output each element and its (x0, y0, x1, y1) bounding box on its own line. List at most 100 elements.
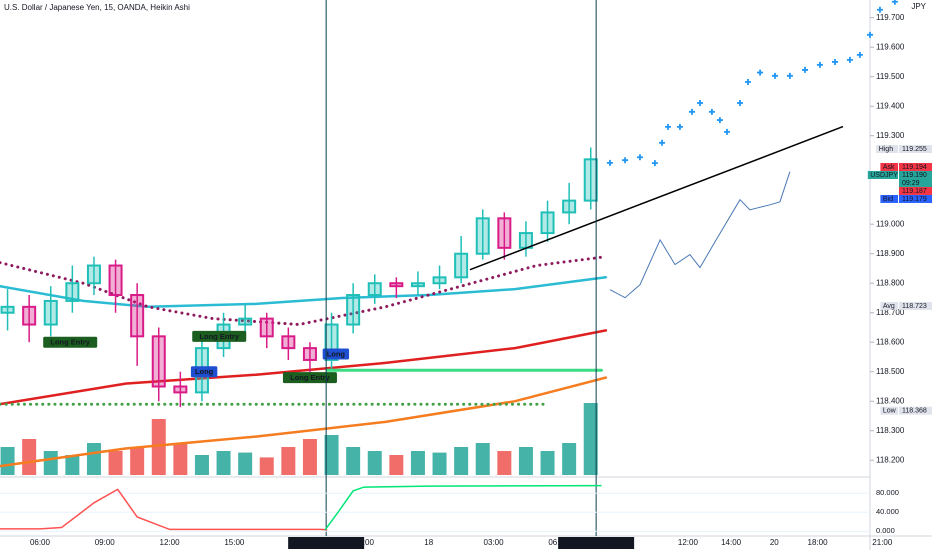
volume-bar (65, 455, 80, 475)
price-label-name-box (867, 170, 898, 179)
price-label-box (899, 301, 932, 310)
projection-point (856, 51, 863, 58)
annotation-label: Long Entry (199, 332, 239, 341)
volume-bar (583, 403, 598, 475)
price-label-value: 119.187 (902, 188, 927, 195)
volume-bar (216, 451, 231, 475)
x-tick-label: 03:00 (484, 538, 505, 547)
projection-point (816, 61, 823, 68)
candle-body (130, 294, 145, 338)
y-tick-label: 118.200 (876, 455, 905, 464)
volume-bar (151, 419, 166, 475)
osc-tick-label: 40.000 (876, 507, 899, 516)
price-label-name-box (880, 406, 898, 415)
projection-point (846, 56, 853, 63)
projection-point (757, 69, 764, 76)
x-tick-label: 12:00 (678, 538, 699, 547)
volume-bar (324, 435, 339, 475)
plot-area: Long Entry Long Entry Long Entry Long Long (0, 125, 844, 475)
annotation-box (282, 372, 337, 384)
projection-point (867, 31, 874, 38)
projection-point (891, 0, 898, 5)
volume-bar (389, 455, 404, 475)
candle-body (22, 305, 37, 326)
moving-average (0, 276, 608, 309)
projection-point (651, 160, 658, 167)
price-label-name: Avg (883, 303, 895, 310)
price-label-value: 118.368 (902, 408, 927, 415)
price-label-value: 118.723 (902, 303, 927, 310)
projection-point (606, 159, 613, 166)
volume-bar (518, 447, 533, 475)
volume-bar (432, 452, 447, 475)
currency-label: JPY (911, 2, 926, 11)
price-label-name-box (880, 301, 898, 310)
price-label-name-box (876, 144, 898, 153)
candle-body (0, 305, 15, 314)
volume-bar (108, 451, 123, 475)
x-tick-label: 15:00 (224, 538, 245, 547)
annotation-box (190, 366, 218, 378)
projection-point (676, 123, 683, 130)
price-label-name: Low (883, 408, 897, 415)
volume-bar (281, 447, 296, 475)
volume-bar (562, 443, 577, 475)
countdown-box (899, 178, 932, 187)
trend-line (469, 125, 844, 271)
y-tick-label: 118.300 (876, 426, 905, 435)
price-label-name: Bid (883, 196, 893, 203)
projection-point (786, 72, 793, 79)
candle-body (562, 199, 577, 214)
candle-body (151, 335, 166, 388)
candle-body (86, 264, 101, 285)
price-label-name-box (880, 194, 898, 203)
price-label-value: 119.194 (902, 164, 927, 171)
volume-bar (173, 443, 188, 475)
projection-point (665, 123, 672, 130)
annotation-box (322, 348, 350, 360)
price-label-value: 119.190 (902, 172, 927, 179)
volume-bar (238, 452, 253, 475)
candle-body (454, 252, 469, 279)
annotation-label: Long (195, 367, 214, 376)
candle-body (389, 282, 404, 288)
x-tick-label: 18:00 (808, 538, 829, 547)
price-label-box (899, 186, 932, 195)
candle-body (65, 282, 80, 302)
y-tick-label: 119.400 (876, 101, 905, 110)
y-tick-label: 119.600 (876, 42, 905, 51)
x-tick-label: 09:00 (95, 538, 116, 547)
candle-body (346, 294, 361, 326)
y-tick-label: 119.700 (876, 13, 905, 22)
volume-bar (367, 451, 382, 475)
volume-bar (540, 451, 555, 475)
volume-bar (454, 447, 469, 475)
candle-body (43, 299, 58, 326)
projection-point (744, 79, 751, 86)
moving-average (0, 376, 608, 468)
x-tick-label: 21:00 (354, 538, 375, 547)
x-highlight-label: 18 Mar '22 07:45 (566, 538, 625, 547)
moving-average (0, 255, 608, 327)
projection-point (801, 66, 808, 73)
candle-body (497, 217, 512, 249)
volume-bar (86, 443, 101, 475)
volume-bar (346, 447, 361, 475)
candle-body (410, 282, 425, 288)
projection-point (716, 117, 723, 124)
projection-point (697, 99, 704, 106)
price-label-name: Ask (883, 164, 895, 171)
volume-bar (497, 451, 512, 475)
projection-point (724, 128, 731, 135)
price-label-box (899, 144, 932, 153)
candle-body (173, 385, 188, 394)
x-highlight-box (558, 537, 635, 549)
x-highlight-box (288, 537, 365, 549)
candle-body (583, 158, 598, 202)
moving-average (0, 329, 608, 406)
y-tick-label: 118.400 (876, 396, 905, 405)
candle-body (259, 317, 274, 338)
price-label-name-box (880, 162, 898, 171)
projection-point (659, 139, 666, 146)
